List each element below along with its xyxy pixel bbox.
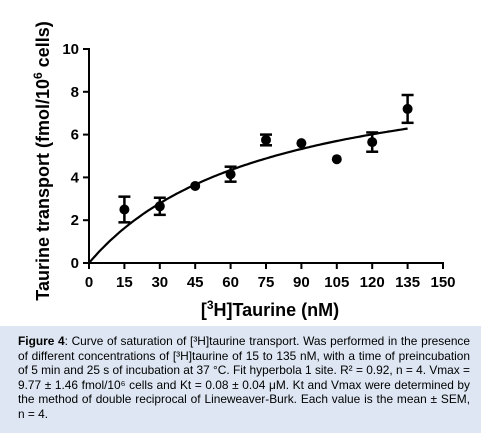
x-tick-label: 45: [187, 274, 204, 291]
y-tick-label: 0: [71, 255, 79, 272]
y-tick-label: 2: [71, 212, 79, 229]
x-tick-label: 75: [258, 274, 275, 291]
caption-text: : Curve of saturation of [³H]taurine tra…: [18, 334, 470, 421]
y-tick-label: 4: [71, 169, 80, 186]
x-tick-label: 105: [324, 274, 349, 291]
figure-caption: Figure 4: Curve of saturation of [³H]tau…: [18, 334, 470, 422]
data-point: [119, 204, 130, 215]
data-point: [261, 134, 271, 145]
y-tick-label: 10: [62, 41, 79, 58]
x-tick-label: 60: [222, 274, 239, 291]
x-axis-title: [3H]Taurine (nM): [201, 298, 339, 320]
data-point: [190, 180, 201, 191]
data-point: [367, 137, 378, 148]
data-point: [225, 169, 236, 180]
y-axis-ticks: 0 2 4 6 8 10: [62, 41, 89, 272]
data-point: [331, 154, 342, 165]
x-tick-label: 30: [151, 274, 168, 291]
data-point: [296, 138, 307, 149]
y-axis-title: Taurine transport (fmol/106 cells): [31, 21, 53, 300]
x-axis-ticks: 0 15 30 45 60 75 90 105 120 135 150: [85, 263, 456, 291]
x-tick-label: 120: [360, 274, 385, 291]
y-tick-label: 6: [71, 127, 79, 144]
x-tick-label: 15: [116, 274, 133, 291]
x-tick-label: 135: [395, 274, 420, 291]
data-point: [154, 201, 165, 212]
caption-background: [0, 326, 481, 433]
saturation-chart: 0 2 4 6 8 10 0 15 30 45 60 75 90 105 120 135 150 [3H]Ta…: [31, 21, 456, 320]
x-tick-label: 90: [293, 274, 310, 291]
data-point: [402, 103, 413, 114]
x-tick-label: 0: [85, 274, 93, 291]
caption-label: Figure 4: [18, 334, 65, 348]
y-tick-label: 8: [71, 84, 79, 101]
data-points: [118, 93, 414, 224]
x-tick-label: 150: [430, 274, 455, 291]
fit-curve: [88, 127, 408, 264]
